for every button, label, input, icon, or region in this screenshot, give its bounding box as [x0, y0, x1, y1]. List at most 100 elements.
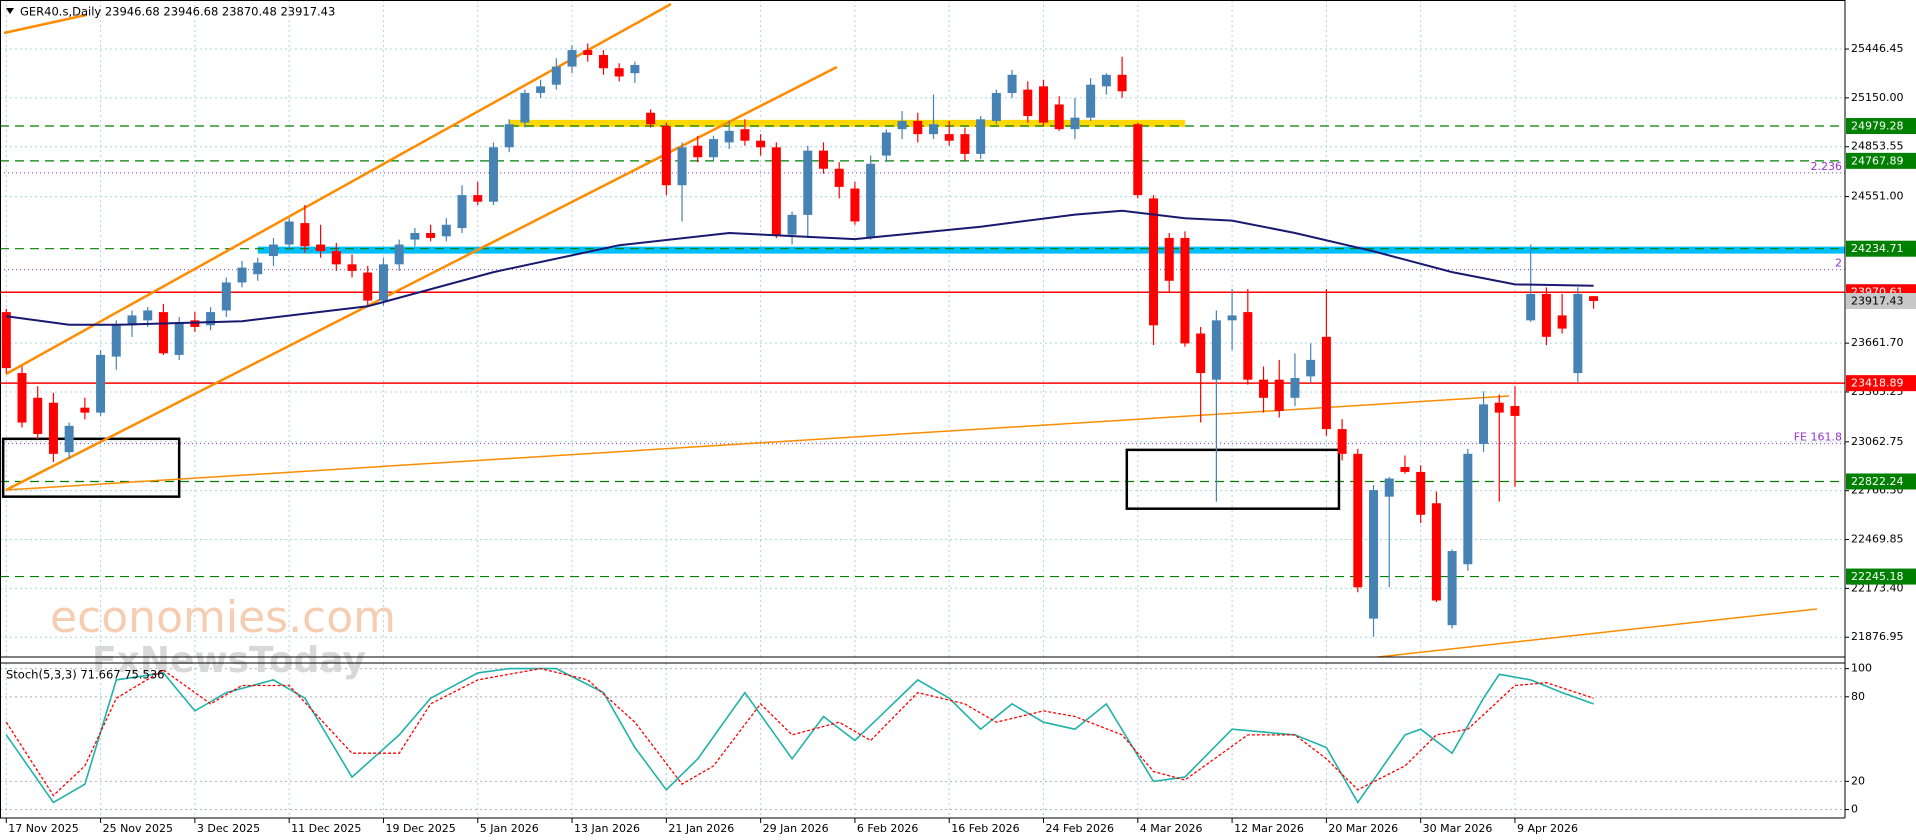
candle-body	[1306, 359, 1316, 377]
candle-body	[64, 425, 74, 453]
x-tick-label: 24 Feb 2026	[1046, 822, 1114, 835]
candle-body	[1573, 293, 1583, 374]
price-box-label: 23917.43	[1851, 294, 1904, 307]
y-tick-label: 25150.00	[1851, 91, 1904, 104]
candle-body	[740, 129, 750, 141]
candle-body	[1133, 124, 1143, 196]
candle-body	[1494, 402, 1504, 413]
price-box-label: 24767.89	[1851, 154, 1904, 167]
candle-body	[913, 120, 923, 135]
zone-box	[1, 437, 181, 498]
price-axis-area	[1845, 0, 1916, 840]
candle-body	[567, 50, 577, 67]
candle-body	[630, 64, 640, 74]
candle-body	[143, 310, 153, 321]
menu-arrow[interactable]	[6, 8, 14, 14]
candle-body	[394, 244, 404, 265]
watermark: FxNewsToday	[92, 640, 366, 681]
chart-header: GER40.s,Daily 23946.68 23946.68 23870.48…	[20, 5, 335, 19]
candle-body	[1211, 320, 1221, 380]
candle-body	[1589, 296, 1599, 301]
trend-lines	[3, 2, 1818, 658]
x-tick-label: 16 Feb 2026	[951, 822, 1019, 835]
candle-body	[1557, 315, 1567, 329]
axis: 17 Nov 2025 25 Nov 2025 3 Dec 2025 11 Dec 2…	[5, 42, 1916, 835]
candle-body	[960, 134, 970, 154]
y-tick-label: 21876.95	[1851, 630, 1904, 643]
y-tick-label: 0	[1851, 803, 1858, 816]
stoch-signal	[5, 667, 1594, 797]
trend-line	[5, 65, 838, 492]
candle-body	[614, 68, 624, 77]
candle-body	[1039, 86, 1049, 123]
candle-body	[441, 224, 451, 237]
candle-body	[1086, 84, 1096, 118]
stoch-main	[5, 667, 1594, 804]
candle-body	[1526, 293, 1536, 321]
price-box	[1846, 375, 1916, 392]
candle-body	[206, 312, 216, 326]
candle-body	[1290, 378, 1300, 398]
candle-body	[1541, 293, 1551, 337]
y-tick-label: 24551.00	[1851, 190, 1904, 203]
candle-body	[1164, 237, 1174, 281]
fib-label: 2	[1835, 257, 1842, 270]
candle-body	[583, 50, 593, 56]
y-tick-label: 100	[1851, 662, 1872, 675]
candle-body	[33, 397, 43, 435]
candle-body	[866, 163, 876, 238]
trend-line	[5, 2, 672, 376]
watermark: economies.com	[50, 592, 396, 643]
candle-body	[1384, 478, 1394, 497]
candle-body	[457, 195, 467, 229]
y-tick-label: 24853.55	[1851, 140, 1904, 153]
candle-body	[48, 402, 58, 454]
candle-body	[96, 354, 106, 413]
candle-body	[1337, 429, 1347, 454]
marks	[1, 43, 1599, 804]
candle-body	[1369, 490, 1379, 619]
x-tick-label: 9 Apr 2026	[1517, 822, 1578, 835]
candle-body	[316, 244, 326, 252]
candle-body	[551, 66, 561, 85]
candle-body	[158, 312, 168, 354]
y-tick-label: 25446.45	[1851, 42, 1904, 55]
candle-body	[850, 188, 860, 222]
candle-body	[190, 320, 200, 327]
candle-body	[1259, 379, 1269, 398]
price-box	[1846, 292, 1916, 309]
candle-body	[536, 86, 546, 93]
x-tick-label: 12 Mar 2026	[1234, 822, 1304, 835]
candle-body	[284, 221, 294, 245]
x-tick-label: 13 Jan 2026	[574, 822, 640, 835]
x-tick-label: 25 Nov 2025	[103, 822, 173, 835]
candle-body	[473, 195, 483, 202]
x-tick-label: 20 Mar 2026	[1328, 822, 1398, 835]
price-box	[1846, 473, 1916, 490]
x-tick-label: 6 Feb 2026	[857, 822, 918, 835]
candle-body	[991, 92, 1001, 121]
y-tick-label: 23062.75	[1851, 435, 1904, 448]
candle-body	[237, 267, 247, 283]
candle-body	[976, 119, 986, 154]
x-tick-label: 3 Dec 2025	[197, 822, 260, 835]
candle-body	[1321, 336, 1331, 430]
candle-body	[1054, 104, 1064, 130]
x-tick-label: 5 Jan 2026	[480, 822, 539, 835]
fib-label: FE 161.8	[1794, 431, 1842, 444]
price-box-label: 22822.24	[1851, 475, 1904, 488]
candle-body	[1227, 315, 1237, 321]
candle-body	[756, 140, 766, 148]
candle-body	[1180, 237, 1190, 344]
candle-body	[771, 147, 781, 235]
candle-body	[347, 264, 357, 271]
candle-body	[1463, 453, 1473, 565]
candle-body	[944, 134, 954, 141]
candle-body	[834, 168, 844, 187]
candle-body	[929, 124, 939, 135]
candle-body	[504, 124, 514, 148]
candle-body	[17, 373, 27, 423]
fib-label: 2.236	[1811, 160, 1843, 173]
price-box-label: 24979.28	[1851, 120, 1904, 133]
candle-body	[410, 233, 420, 240]
